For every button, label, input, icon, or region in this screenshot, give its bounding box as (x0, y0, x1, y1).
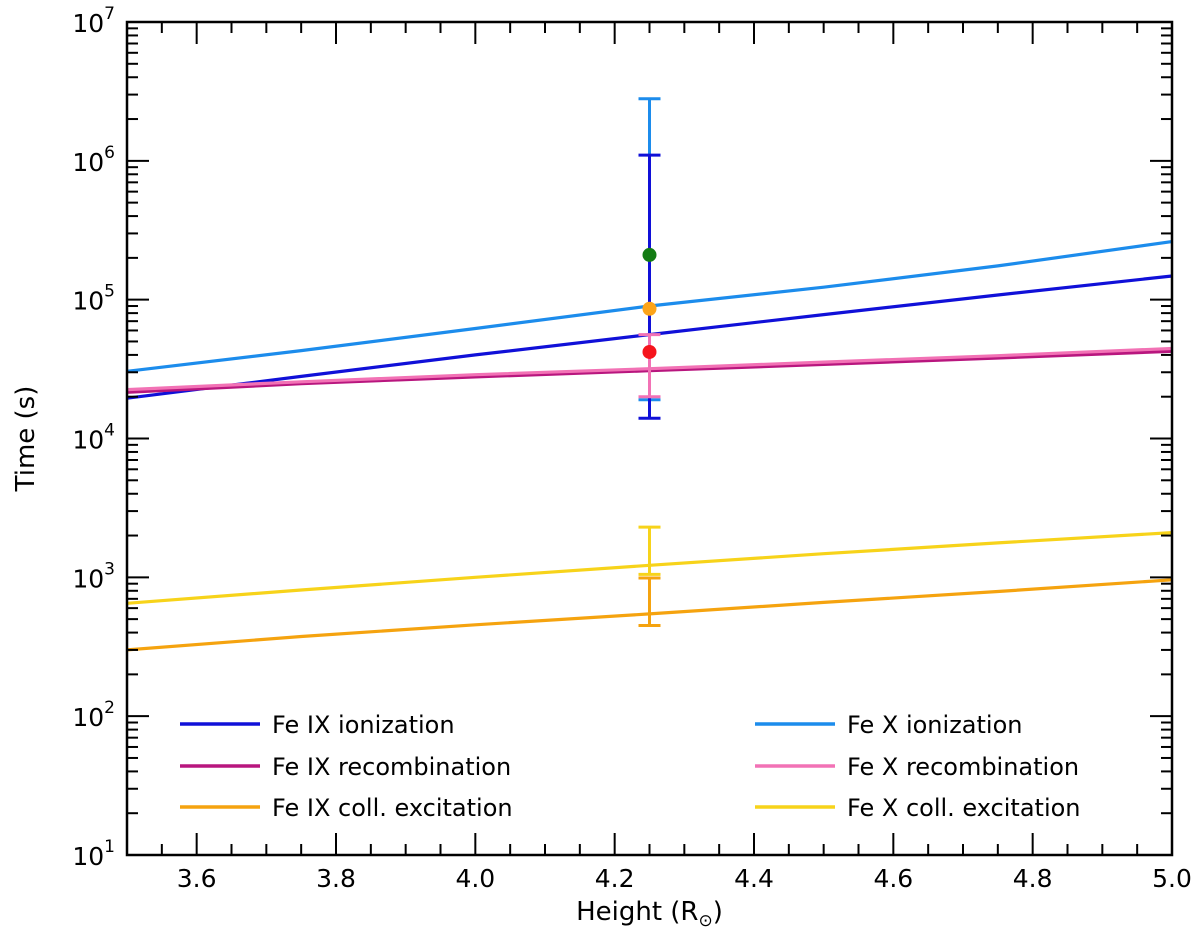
x-axis-label-subscript: ⊙ (699, 911, 713, 931)
errorbar-fe-x-coll-excitation-error (638, 525, 661, 576)
tick-label-layer: 3.6 3.8 4.0 4.2 4.4 4.6 4.8 5.0 101 102 103 104 105 1… (72, 4, 1192, 893)
legend-label: Fe IX recombination (272, 753, 511, 781)
x-tick-label: 3.8 (316, 864, 356, 893)
y-tick-label: 104 (72, 421, 115, 455)
legend-label: Fe X coll. excitation (847, 794, 1081, 822)
x-tick-label: 4.2 (595, 864, 635, 893)
legend-entry-fe-x-coll-excitation: Fe X coll. excitation (755, 794, 1081, 822)
y-tick-label: 107 (72, 4, 115, 38)
x-axis-label: Height (R⊙) (576, 897, 723, 931)
data-point-orange-point (642, 301, 657, 316)
tick-layer (127, 22, 1172, 855)
y-tick-label: 106 (72, 143, 115, 177)
x-axis-label-close: ) (713, 897, 723, 927)
x-tick-label: 4.4 (734, 864, 774, 893)
point-layer (642, 247, 657, 359)
data-point-green-point (642, 247, 657, 262)
legend-entry-fe-ix-coll-excitation: Fe IX coll. excitation (180, 794, 513, 822)
y-axis-label: Time (s) (11, 386, 41, 493)
plot-frame (125, 20, 1174, 857)
legend-entry-fe-ix-recombination: Fe IX recombination (180, 753, 511, 781)
y-tick-label: 102 (72, 698, 115, 732)
legend-label: Fe X ionization (847, 711, 1022, 739)
y-tick-label: 101 (72, 837, 115, 871)
legend-label: Fe IX coll. excitation (272, 794, 513, 822)
x-tick-label: 4.6 (873, 864, 913, 893)
x-tick-label: 4.0 (455, 864, 495, 893)
legend-entry-fe-x-ionization: Fe X ionization (755, 711, 1022, 739)
errorbar-fe-ix-coll-excitation-error (638, 576, 661, 627)
y-tick-label: 105 (72, 282, 115, 316)
legend-label: Fe X recombination (847, 753, 1079, 781)
legend: Fe IX ionization Fe IX recombination Fe IX… (180, 711, 1081, 822)
data-point-red-point (642, 344, 657, 359)
y-tick-label: 103 (72, 559, 115, 593)
legend-entry-fe-x-recombination: Fe X recombination (755, 753, 1079, 781)
x-tick-label: 5.0 (1152, 864, 1192, 893)
x-tick-label: 3.6 (177, 864, 217, 893)
legend-entry-fe-ix-ionization: Fe IX ionization (180, 711, 455, 739)
x-tick-label: 4.8 (1013, 864, 1053, 893)
legend-label: Fe IX ionization (272, 711, 455, 739)
